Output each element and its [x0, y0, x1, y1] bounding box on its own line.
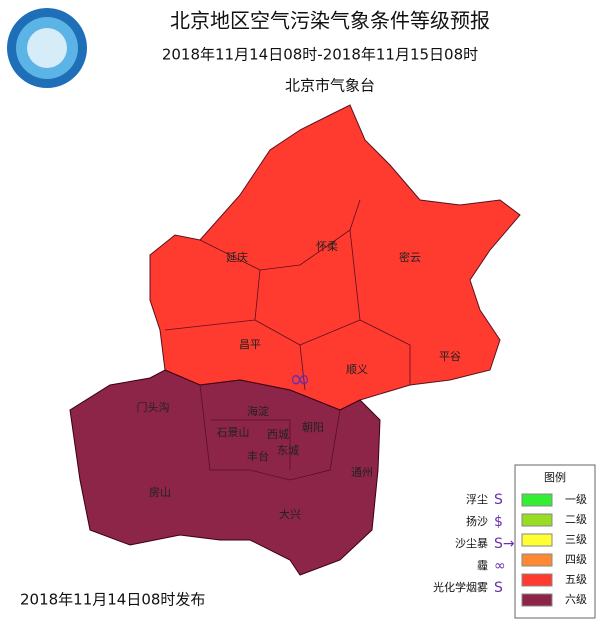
- legend-swatch: [521, 533, 553, 547]
- district-label: 大兴: [279, 507, 301, 521]
- logo: [7, 8, 87, 88]
- legend-symbol: S: [494, 492, 503, 508]
- district-label: 东城: [277, 444, 299, 457]
- legend-symbol-label: 沙尘暴: [455, 537, 488, 550]
- legend-swatch: [521, 513, 553, 527]
- district-label: 昌平: [239, 338, 261, 351]
- legend-level: 二级: [565, 513, 587, 526]
- legend-level: 三级: [565, 533, 587, 546]
- legend-level: 五级: [565, 573, 587, 586]
- district-label: 丰台: [247, 449, 269, 463]
- title: 北京地区空气污染气象条件等级预报: [170, 9, 490, 33]
- legend-symbol: S→: [494, 536, 515, 552]
- legend-swatch: [521, 493, 553, 507]
- region-south: [69, 369, 381, 576]
- district-label: 通州: [351, 466, 373, 479]
- legend-swatch: [521, 593, 553, 607]
- district-label: 海淀: [247, 404, 269, 418]
- legend-level: 四级: [565, 553, 587, 566]
- district-label: 房山: [149, 486, 171, 499]
- issuer: 北京市气象台: [285, 77, 375, 95]
- district-label: 平谷: [439, 350, 461, 363]
- period: 2018年11月14日08时-2018年11月15日08时: [162, 46, 478, 64]
- legend-level: 一级: [565, 493, 587, 506]
- legend-level: 六级: [565, 593, 587, 606]
- legend-symbol: $: [494, 514, 503, 530]
- legend-symbol-label: 光化学烟雾: [433, 580, 488, 594]
- haze-symbol: ∞: [289, 365, 311, 395]
- district-label: 怀柔: [316, 240, 338, 253]
- district-label: 石景山: [217, 426, 250, 439]
- legend-swatch: [521, 573, 553, 587]
- legend-title: 图例: [544, 470, 566, 484]
- district-label: 门头沟: [137, 400, 170, 414]
- borders: [164, 199, 411, 481]
- district-label: 延庆: [226, 250, 248, 264]
- district-label: 密云: [399, 250, 421, 264]
- district-label: 顺义: [346, 363, 368, 376]
- district-label: 西城: [267, 428, 289, 441]
- legend-symbol-label: 浮尘: [466, 493, 488, 506]
- legend-symbol: S: [494, 580, 503, 596]
- legend-swatch: [521, 553, 553, 567]
- district-label: 朝阳: [302, 421, 324, 434]
- published: 2018年11月14日08时发布: [20, 591, 205, 609]
- legend-symbol: ∞: [494, 558, 506, 574]
- legend-symbol-label: 扬沙: [466, 514, 488, 528]
- region-north: [149, 104, 521, 411]
- legend-symbol-label: 霾: [477, 559, 488, 572]
